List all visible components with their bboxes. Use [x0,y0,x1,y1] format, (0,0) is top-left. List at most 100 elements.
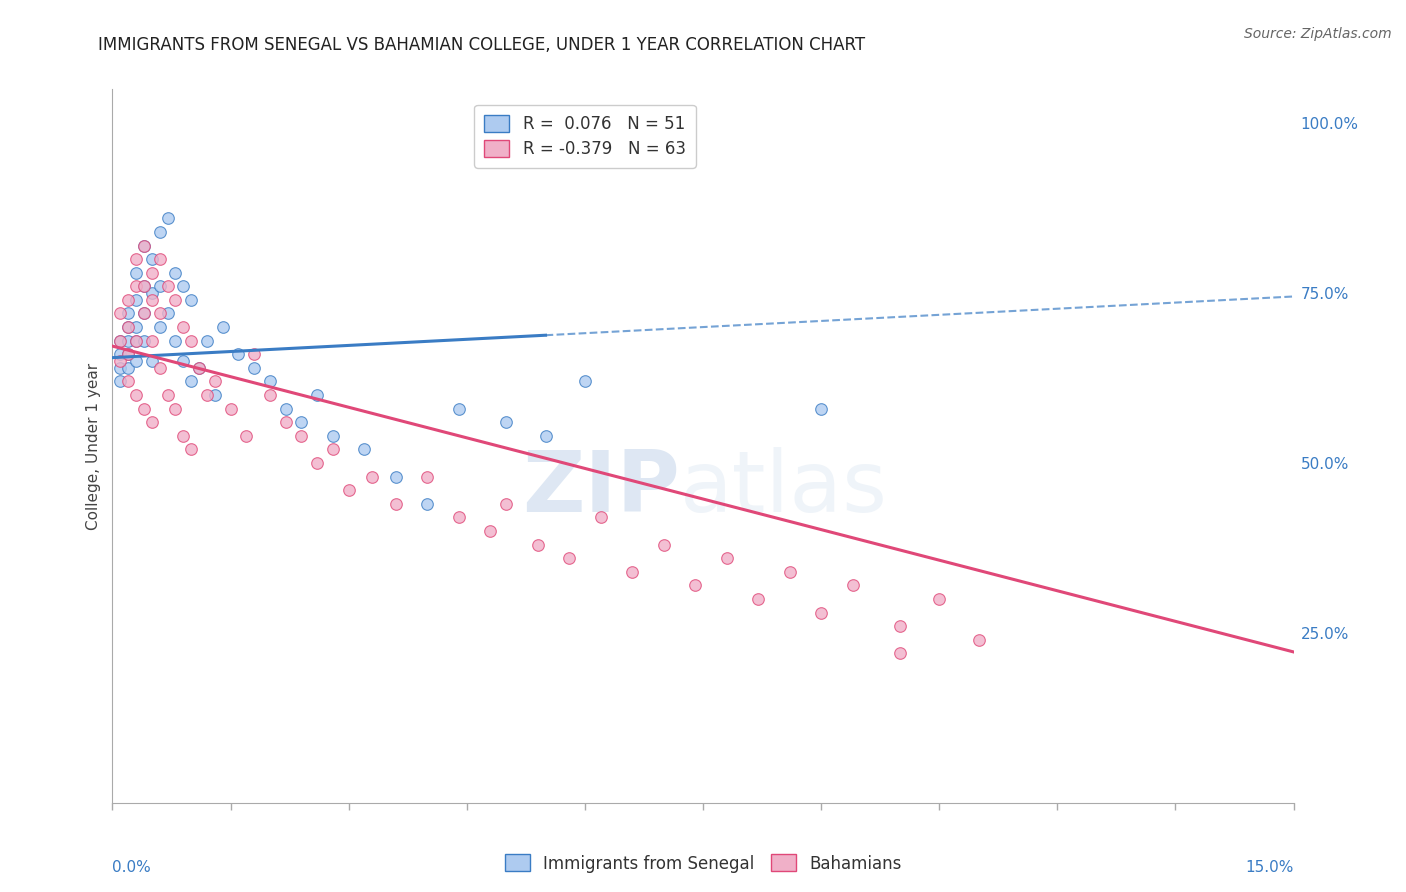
Point [290,415,312,429]
Point [149,306,172,320]
Point [125,334,148,348]
Point [274,415,297,429]
Point [495,415,517,429]
Point [149,225,172,239]
Point [928,591,950,606]
Point [385,497,408,511]
Point [165,401,187,416]
Point [156,211,179,226]
Point [125,354,148,368]
Point [149,252,172,266]
Point [110,375,132,389]
Point [125,279,148,293]
Point [322,442,344,457]
Point [117,306,139,320]
Text: IMMIGRANTS FROM SENEGAL VS BAHAMIAN COLLEGE, UNDER 1 YEAR CORRELATION CHART: IMMIGRANTS FROM SENEGAL VS BAHAMIAN COLL… [98,36,866,54]
Point [117,320,139,334]
Point [110,347,132,361]
Text: atlas: atlas [679,447,887,531]
Text: ZIP: ZIP [522,447,679,531]
Point [307,456,329,470]
Point [204,388,226,402]
Point [110,334,132,348]
Legend: R =  0.076   N = 51, R = -0.379   N = 63: R = 0.076 N = 51, R = -0.379 N = 63 [474,104,696,168]
Point [141,354,163,368]
Point [117,347,139,361]
Point [889,619,911,633]
Point [385,469,408,483]
Point [195,388,218,402]
Point [219,401,242,416]
Point [361,469,384,483]
Point [534,429,557,443]
Point [172,320,194,334]
Point [141,415,163,429]
Point [117,334,139,348]
Point [416,469,439,483]
Point [259,388,281,402]
Point [117,293,139,307]
Point [195,334,218,348]
Point [156,388,179,402]
Point [165,293,187,307]
Point [149,279,172,293]
Point [495,497,517,511]
Point [141,286,163,301]
Point [841,578,863,592]
Point [141,334,163,348]
Point [125,320,148,334]
Point [172,279,194,293]
Point [188,360,211,375]
Point [180,334,202,348]
Point [558,551,581,566]
Point [110,334,132,348]
Point [337,483,360,498]
Point [117,375,139,389]
Point [165,266,187,280]
Point [141,293,163,307]
Point [683,578,706,592]
Text: 0.0%: 0.0% [112,860,152,875]
Point [141,266,163,280]
Point [156,306,179,320]
Point [141,252,163,266]
Point [132,238,155,252]
Point [132,279,155,293]
Point [132,401,155,416]
Point [172,429,194,443]
Point [290,429,312,443]
Point [172,354,194,368]
Point [652,537,675,551]
Point [211,320,233,334]
Point [810,401,832,416]
Point [322,429,344,443]
Point [180,293,202,307]
Point [110,306,132,320]
Point [110,354,132,368]
Point [156,279,179,293]
Point [621,565,644,579]
Point [125,334,148,348]
Point [132,334,155,348]
Point [716,551,738,566]
Point [274,401,297,416]
Point [967,632,990,647]
Point [125,252,148,266]
Point [235,429,257,443]
Point [125,266,148,280]
Point [228,347,250,361]
Point [574,375,596,389]
Point [132,238,155,252]
Text: Source: ZipAtlas.com: Source: ZipAtlas.com [1244,27,1392,41]
Point [243,360,266,375]
Point [307,388,329,402]
Point [479,524,502,538]
Legend: Immigrants from Senegal, Bahamians: Immigrants from Senegal, Bahamians [498,847,908,880]
Point [589,510,612,524]
Point [132,306,155,320]
Point [416,497,439,511]
Text: 15.0%: 15.0% [1246,860,1294,875]
Point [117,360,139,375]
Point [243,347,266,361]
Point [188,360,211,375]
